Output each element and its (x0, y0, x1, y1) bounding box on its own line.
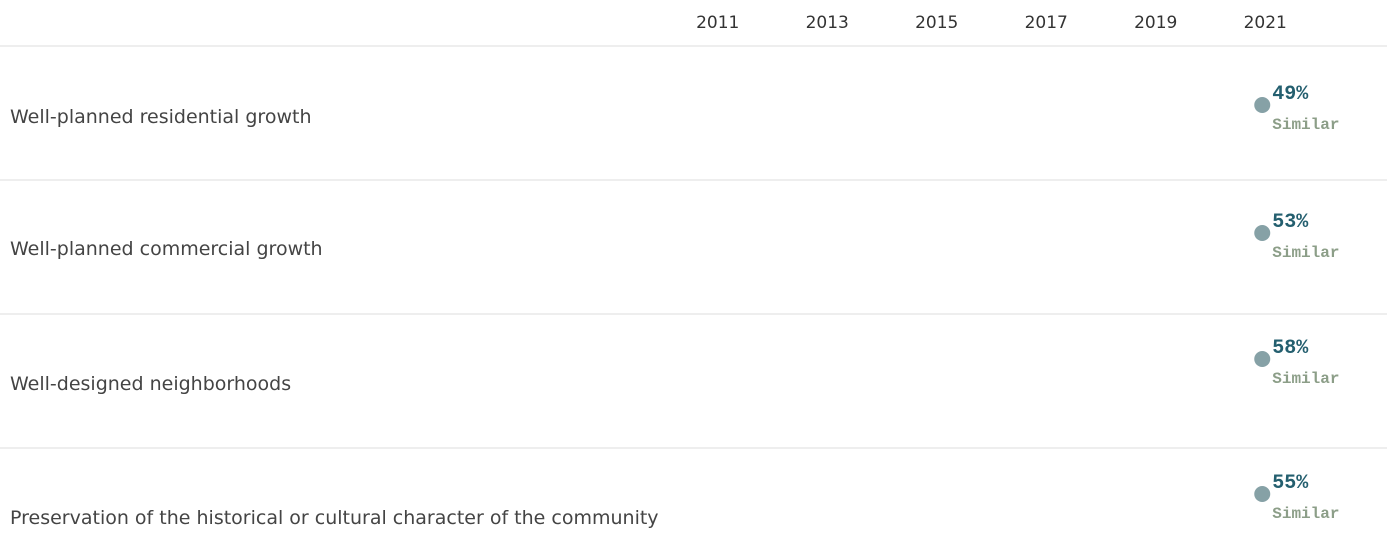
x-tick-label: 2019 (1134, 13, 1177, 33)
x-tick-label: 2015 (915, 13, 958, 33)
value-label: 55% (1272, 472, 1309, 495)
row-label: Well-planned commercial growth (10, 238, 323, 260)
x-tick-label: 2011 (696, 13, 739, 33)
value-label: 49% (1272, 83, 1309, 106)
dot (1254, 97, 1271, 113)
row-label: Preservation of the historical or cultur… (10, 507, 659, 529)
x-tick-label: 2021 (1244, 13, 1287, 33)
value-label: 58% (1272, 337, 1309, 360)
comparison-label: Similar (1272, 116, 1339, 134)
dot (1254, 486, 1271, 502)
x-tick-label: 2017 (1025, 13, 1068, 33)
dot (1254, 351, 1271, 367)
comparison-label: Similar (1272, 244, 1339, 262)
row-label: Well-planned residential growth (10, 106, 312, 128)
row-label: Well-designed neighborhoods (10, 373, 292, 395)
comparison-label: Similar (1272, 505, 1339, 523)
comparison-label: Similar (1272, 370, 1339, 388)
dot (1254, 225, 1271, 241)
x-tick-label: 2013 (806, 13, 849, 33)
value-label: 53% (1272, 211, 1309, 234)
